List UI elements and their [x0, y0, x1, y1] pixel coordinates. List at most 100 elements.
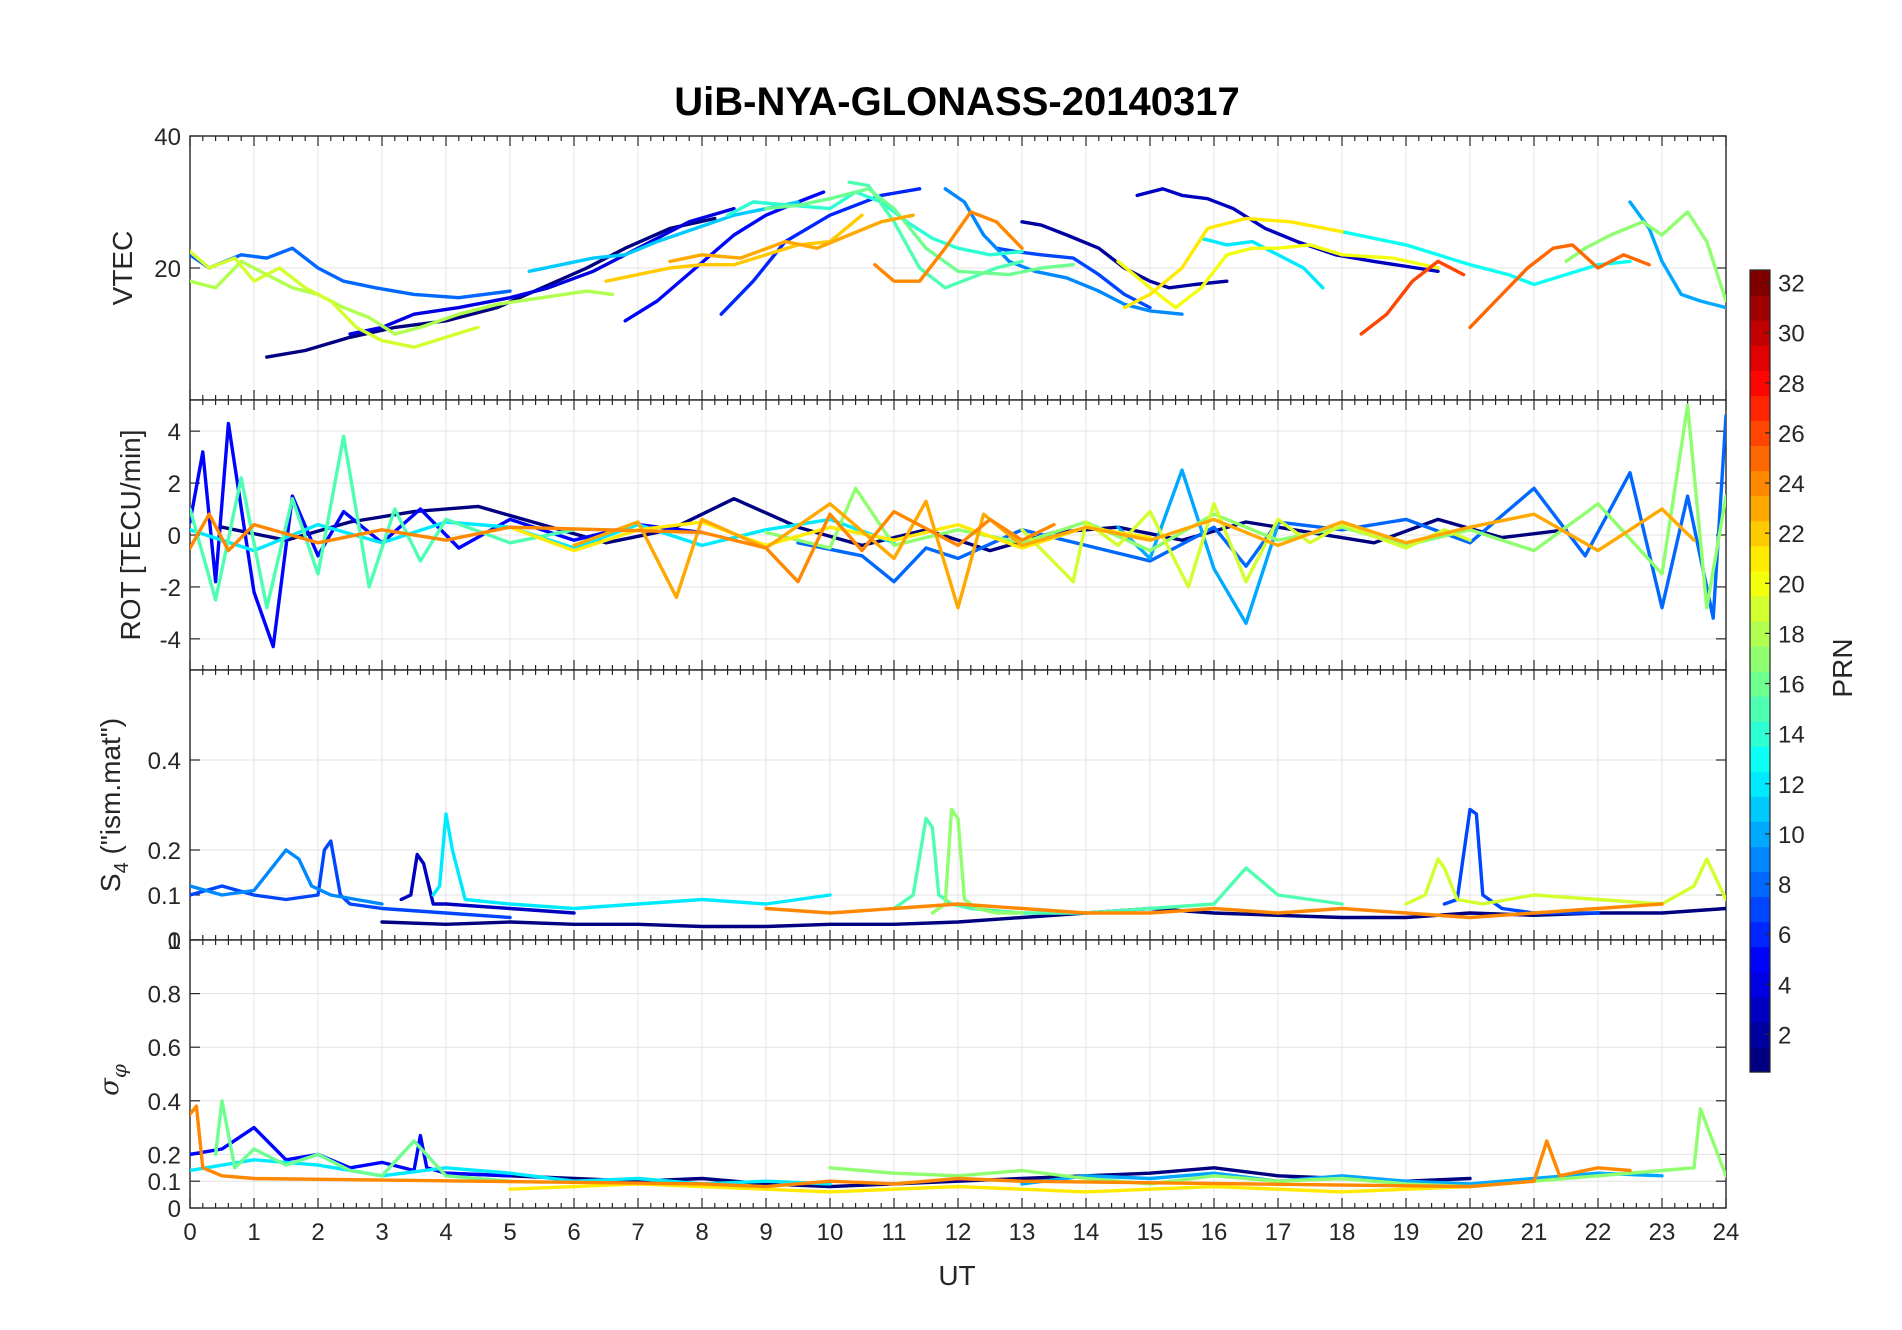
y-axis-label-sigphi: σφ — [95, 1064, 131, 1096]
traces-s4 — [190, 807, 1726, 929]
colorbar-swatch — [1750, 921, 1770, 948]
trace-prn-1 — [265, 216, 717, 359]
colorbar-swatch — [1750, 420, 1770, 447]
colorbar-swatch — [1750, 320, 1770, 346]
colorbar-swatch — [1750, 570, 1770, 597]
colorbar-tick-label: 6 — [1778, 922, 1791, 949]
trace-prn-25 — [1468, 243, 1651, 330]
y-tick-label: -2 — [160, 575, 181, 602]
trace-prn-21 — [508, 1182, 1472, 1194]
x-tick-label: 5 — [503, 1219, 516, 1246]
x-tick-label: 24 — [1713, 1219, 1740, 1246]
x-tick-label: 6 — [567, 1219, 580, 1246]
colorbar-tick-label: 12 — [1778, 772, 1805, 799]
trace-prn-19 — [1020, 502, 1472, 589]
colorbar-swatch — [1750, 495, 1770, 522]
trace-prn-17 — [828, 1107, 1726, 1189]
colorbar-tick-label: 4 — [1778, 972, 1791, 999]
colorbar-tick-label: 30 — [1778, 321, 1805, 348]
trace-prn-18 — [190, 259, 615, 336]
y-tick-label: 0.6 — [148, 1035, 181, 1062]
x-tick-labels: 0 1 2 3 4 5 6 7 8 9 10 11 12 13 14 15 16 17 18 19 20 21 22 23 24 — [183, 1219, 1739, 1246]
colorbar-swatch — [1750, 270, 1770, 296]
y-tick-label: 2 — [168, 471, 181, 498]
x-tick-label: 7 — [631, 1219, 644, 1246]
colorbar-swatch — [1750, 971, 1770, 998]
trace-prn-19 — [1404, 857, 1726, 906]
x-tick-label: 22 — [1585, 1219, 1612, 1246]
traces-rot — [190, 403, 1726, 649]
x-tick-label: 17 — [1265, 1219, 1292, 1246]
x-tick-label: 10 — [817, 1219, 844, 1246]
y-tick-label: 0 — [168, 928, 181, 955]
trace-prn-16 — [764, 187, 1075, 277]
colorbar-swatch — [1750, 821, 1770, 848]
trace-prn-23 — [572, 499, 1696, 610]
colorbar-swatch — [1750, 796, 1770, 822]
x-tick-label: 1 — [247, 1219, 260, 1246]
trace-prn-13 — [1340, 229, 1632, 287]
colorbar-swatch — [1750, 520, 1770, 547]
trace-prn-10 — [1116, 468, 1280, 625]
trace-prn-17 — [930, 807, 1024, 915]
x-tick-label: 4 — [439, 1219, 452, 1246]
y-tick-label: 0.4 — [148, 1089, 181, 1116]
colorbar-tick-label: 14 — [1778, 722, 1805, 749]
trace-prn-5 — [190, 421, 704, 649]
colorbar-swatch — [1750, 1046, 1770, 1073]
trace-prn-26 — [1359, 259, 1466, 336]
panel-rot: -4 -2 0 2 4 ROT [TECU/min] — [115, 399, 1727, 671]
x-tick-label: 9 — [759, 1219, 772, 1246]
y-tick-label: 0.2 — [148, 838, 181, 865]
trace-prn-15 — [892, 816, 1344, 915]
trace-prn-3 — [399, 852, 576, 915]
colorbar-tick-label: 26 — [1778, 421, 1805, 448]
trace-prn-17 — [1564, 210, 1726, 303]
chart-title: UiB-NYA-GLONASS-20140317 — [674, 80, 1239, 124]
trace-prn-20 — [1116, 243, 1440, 310]
trace-prn-23 — [668, 213, 915, 264]
colorbar-label: PRN — [1827, 638, 1858, 697]
trace-prn-12 — [431, 812, 832, 911]
colorbar-tick-label: 32 — [1778, 271, 1805, 298]
x-tick-label: 8 — [695, 1219, 708, 1246]
y-axis-label-s4: S4 ("ism.mat") — [95, 718, 133, 892]
colorbar-swatch — [1750, 395, 1770, 421]
traces-vtec — [190, 180, 1726, 359]
trace-prn-1 — [220, 497, 1568, 553]
colorbar-tick-label: 18 — [1778, 621, 1805, 648]
x-tick-label: 14 — [1073, 1219, 1100, 1246]
colorbar-tick-label: 8 — [1778, 872, 1791, 899]
colorbar-swatch — [1750, 470, 1770, 497]
x-tick-label: 2 — [311, 1219, 324, 1246]
colorbar-swatch — [1750, 746, 1770, 772]
x-tick-label: 15 — [1137, 1219, 1164, 1246]
y-axis-label-vtec: VTEC — [107, 231, 138, 306]
colorbar-swatch — [1750, 721, 1770, 747]
trace-prn-17 — [764, 403, 1726, 610]
colorbar-swatch — [1750, 295, 1770, 321]
trace-prn-22 — [604, 213, 864, 283]
y-tick-label: 0.2 — [148, 1142, 181, 1169]
x-tick-label: 16 — [1201, 1219, 1228, 1246]
colorbar-swatch — [1750, 545, 1770, 572]
trace-prn-15 — [190, 434, 576, 610]
y-tick-label: 40 — [154, 124, 181, 151]
colorbar-tick-label: 10 — [1778, 822, 1805, 849]
panel-vtec: 20 40 VTEC — [107, 124, 1727, 401]
panel-s4: 0 0.1 0.2 0.4 S4 ("ism.mat") — [95, 669, 1727, 955]
x-axis-label: UT — [938, 1260, 975, 1291]
x-tick-label: 12 — [945, 1219, 972, 1246]
y-tick-label: 0.1 — [148, 1169, 181, 1196]
x-tick-label: 18 — [1329, 1219, 1356, 1246]
trace-prn-19 — [190, 249, 480, 349]
x-tick-label: 0 — [183, 1219, 196, 1246]
x-tick-label: 23 — [1649, 1219, 1676, 1246]
y-tick-label: 0 — [168, 1196, 181, 1223]
trace-prn-4 — [348, 206, 736, 336]
colorbar-tick-label: 16 — [1778, 672, 1805, 699]
colorbar-swatch — [1750, 771, 1770, 797]
